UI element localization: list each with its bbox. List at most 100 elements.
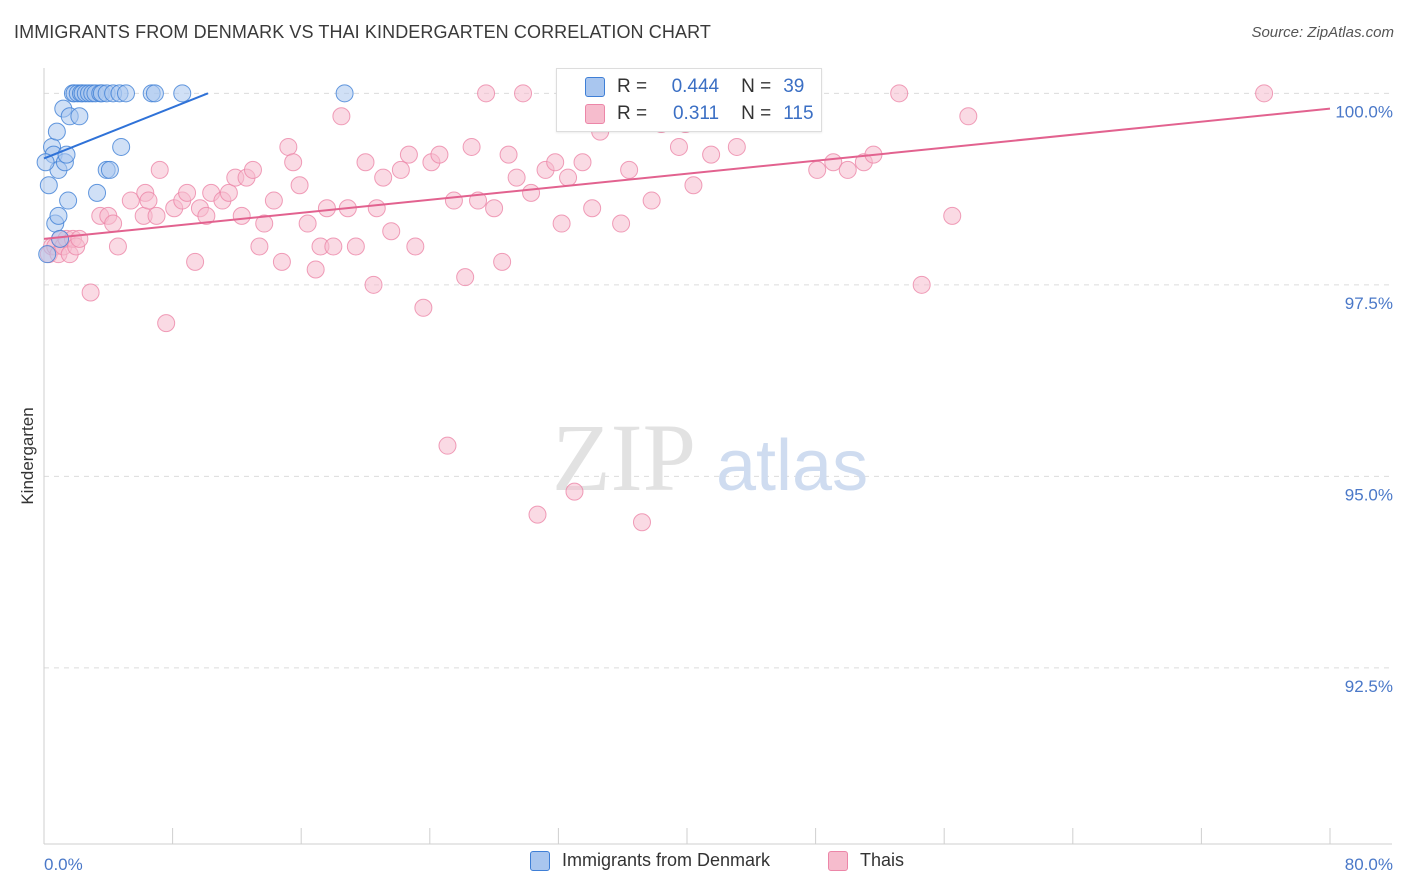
thai-point xyxy=(456,268,475,287)
thai-point xyxy=(430,145,449,164)
r-label: R = xyxy=(617,76,648,97)
thai-point xyxy=(147,206,166,225)
n-value: 39 xyxy=(783,76,805,97)
thai-point xyxy=(139,191,158,210)
thai-point xyxy=(399,145,418,164)
denmark-point xyxy=(38,245,57,264)
legend-item-thais[interactable]: Thais xyxy=(828,850,904,871)
thai-point xyxy=(507,168,526,187)
stats-legend: R = 0.444 N = 39 R = 0.311 N = 115 xyxy=(556,68,822,132)
thai-point xyxy=(364,275,383,294)
legend-label-denmark: Immigrants from Denmark xyxy=(562,850,771,870)
thai-point xyxy=(485,199,504,218)
denmark-point xyxy=(49,206,68,225)
denmark-point xyxy=(39,176,58,195)
thai-point xyxy=(346,237,365,256)
thai-point xyxy=(912,275,931,294)
thai-point xyxy=(306,260,325,279)
thai-point xyxy=(522,183,541,202)
thai-point xyxy=(108,237,127,256)
thai-point xyxy=(528,505,547,524)
thai-point xyxy=(462,137,481,156)
r-value: 0.444 xyxy=(671,76,720,97)
thai-point xyxy=(642,191,661,210)
thai-point xyxy=(255,214,274,233)
y-tick-labels: 100.0% 97.5% 95.0% 92.5% xyxy=(1335,102,1393,696)
thai-point xyxy=(583,199,602,218)
thai-point xyxy=(243,160,262,179)
thai-point xyxy=(356,153,375,172)
watermark-atlas: atlas xyxy=(716,426,868,506)
thai-point xyxy=(197,206,216,225)
thai-point xyxy=(552,214,571,233)
n-label: N = xyxy=(741,103,772,124)
denmark-point xyxy=(335,84,354,103)
denmark-point xyxy=(100,160,119,179)
denmark-point xyxy=(145,84,164,103)
thai-point xyxy=(573,153,592,172)
n-value: 115 xyxy=(783,103,814,124)
chart-title: IMMIGRANTS FROM DENMARK VS THAI KINDERGA… xyxy=(14,22,711,42)
thai-trend-line xyxy=(43,107,1331,240)
thai-point xyxy=(727,137,746,156)
thai-point xyxy=(250,237,269,256)
thai-point xyxy=(284,153,303,172)
stats-row-thai: R = 0.311 N = 115 xyxy=(585,101,814,127)
thai-point xyxy=(890,84,909,103)
thai-point xyxy=(317,199,336,218)
thai-points xyxy=(39,84,1274,532)
thai-point xyxy=(70,229,89,248)
y-tick-label: 100.0% xyxy=(1335,102,1393,121)
x-tick-label: 80.0% xyxy=(1345,855,1393,874)
thai-point xyxy=(959,107,978,126)
stats-row-denmark: R = 0.444 N = 39 xyxy=(585,74,804,100)
thai-point xyxy=(1255,84,1274,103)
thai-point xyxy=(150,160,169,179)
denmark-trend-line xyxy=(43,92,209,160)
thai-point xyxy=(367,199,386,218)
thai-point xyxy=(514,84,533,103)
n-label: N = xyxy=(741,76,772,97)
thai-swatch xyxy=(585,104,605,124)
denmark-point xyxy=(112,137,131,156)
y-tick-label: 92.5% xyxy=(1345,677,1393,696)
thai-point xyxy=(493,252,512,271)
x-tick-labels: 0.0% 80.0% xyxy=(44,855,1393,874)
thai-point xyxy=(332,107,351,126)
thai-point xyxy=(702,145,721,164)
thai-point xyxy=(669,137,688,156)
thai-point xyxy=(565,482,584,501)
thai-point xyxy=(438,436,457,455)
thai-point xyxy=(104,214,123,233)
denmark-point xyxy=(116,84,135,103)
thai-point xyxy=(374,168,393,187)
r-label: R = xyxy=(617,103,648,124)
thai-point xyxy=(444,191,463,210)
thai-point xyxy=(81,283,100,302)
thai-point xyxy=(684,176,703,195)
thai-point xyxy=(279,137,298,156)
denmark-swatch xyxy=(585,77,605,97)
thai-legend-swatch xyxy=(828,850,848,871)
thai-point xyxy=(157,314,176,333)
thai-point xyxy=(620,160,639,179)
thai-point xyxy=(264,191,283,210)
thai-point xyxy=(559,168,578,187)
thai-point xyxy=(943,206,962,225)
trend-lines xyxy=(43,92,1331,240)
thai-point xyxy=(632,513,651,532)
thai-point xyxy=(272,252,291,271)
thai-point xyxy=(219,183,238,202)
denmark-point xyxy=(70,107,89,126)
thai-point xyxy=(232,206,251,225)
x-tick-label: 0.0% xyxy=(44,855,83,874)
thai-point xyxy=(612,214,631,233)
thai-point xyxy=(121,191,140,210)
denmark-point xyxy=(47,122,66,141)
thai-point xyxy=(324,237,343,256)
thai-point xyxy=(391,160,410,179)
denmark-point xyxy=(88,183,107,202)
r-value: 0.311 xyxy=(672,103,720,124)
legend-item-denmark[interactable]: Immigrants from Denmark xyxy=(530,850,770,871)
